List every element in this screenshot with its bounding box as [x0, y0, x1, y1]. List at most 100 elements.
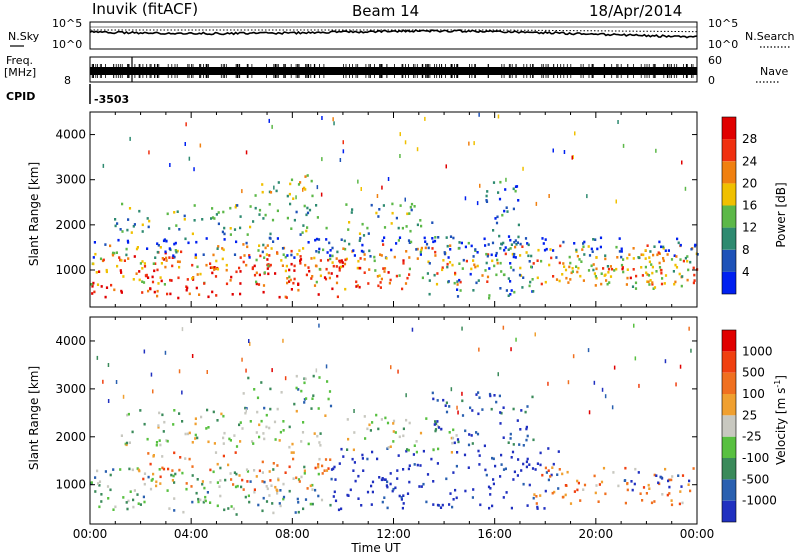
power-cell — [419, 253, 422, 256]
power-cell — [595, 256, 598, 259]
velocity-cell — [518, 443, 521, 446]
power-cell — [259, 254, 262, 258]
velocity-cell — [263, 437, 266, 441]
power-cell — [651, 265, 654, 269]
power-cell — [116, 222, 119, 225]
velocity-cell — [332, 467, 335, 471]
power-cell — [458, 278, 461, 282]
power-cell — [383, 270, 386, 273]
power-cell — [355, 280, 358, 284]
time-tick-label: 04:00 — [174, 527, 209, 541]
velocity-cell — [272, 468, 275, 471]
velocity-cell — [178, 369, 181, 374]
power-cell — [616, 256, 619, 259]
velocity-cell — [457, 410, 459, 415]
velocity-cell — [166, 489, 169, 492]
power-cell — [476, 264, 479, 268]
velocity-cell — [268, 426, 271, 430]
power-cell — [424, 246, 427, 250]
velocity-cell — [666, 493, 669, 497]
velocity-cell — [357, 497, 360, 500]
power-cell — [183, 214, 186, 218]
power-cell — [326, 251, 329, 254]
velocity-cell — [520, 469, 523, 472]
velocity-cell — [207, 426, 210, 429]
power-cell — [235, 270, 238, 274]
power-cell — [127, 218, 130, 221]
power-cell — [239, 282, 242, 285]
velocity-colorbar-swatch — [722, 372, 736, 394]
velocity-cell — [386, 447, 389, 450]
velocity-cell — [298, 480, 301, 483]
velocity-colorbar-tick: 500 — [742, 366, 765, 380]
power-cell — [265, 253, 268, 256]
velocity-cell — [258, 423, 261, 427]
velocity-ytick-label: 1000 — [55, 478, 86, 492]
power-cell — [286, 216, 289, 220]
velocity-cell — [567, 380, 570, 385]
power-cell — [421, 276, 424, 280]
power-cell — [215, 267, 218, 271]
power-cell — [678, 272, 681, 276]
velocity-cell — [512, 443, 515, 446]
velocity-cell — [400, 498, 403, 501]
velocity-cell — [448, 405, 451, 408]
velocity-cell — [263, 406, 266, 410]
power-cell — [248, 256, 251, 259]
power-cell — [222, 210, 225, 214]
velocity-cell — [692, 467, 695, 470]
velocity-cell — [432, 448, 435, 452]
power-cell — [473, 263, 476, 267]
velocity-cell — [196, 436, 199, 440]
power-cell — [592, 263, 595, 266]
power-cell — [102, 258, 105, 262]
power-cell — [496, 261, 499, 265]
power-cell — [249, 205, 252, 208]
power-cell — [387, 177, 390, 181]
velocity-cell — [310, 407, 313, 410]
velocity-cell — [162, 467, 166, 471]
power-cell — [368, 249, 371, 253]
power-cell — [535, 201, 538, 206]
power-cell — [531, 278, 534, 281]
power-cell — [338, 266, 341, 269]
velocity-cell — [98, 505, 101, 509]
power-cell — [270, 247, 273, 250]
power-cell — [308, 208, 312, 212]
power-cell — [387, 271, 390, 274]
power-cell — [121, 202, 124, 206]
velocity-cell — [392, 422, 395, 425]
velocity-cell — [274, 438, 277, 441]
power-cell — [454, 271, 457, 275]
power-cell — [461, 267, 464, 270]
power-cell — [266, 244, 269, 247]
power-cell — [305, 213, 308, 217]
velocity-cell — [478, 396, 481, 399]
power-cell — [395, 274, 398, 278]
velocity-cell — [120, 434, 123, 437]
power-cell — [405, 250, 408, 253]
velocity-cell — [385, 484, 388, 487]
power-cell — [409, 205, 412, 209]
velocity-cell — [539, 494, 542, 497]
power-cell — [281, 264, 284, 267]
velocity-cell — [502, 496, 505, 499]
power-cell — [166, 212, 169, 216]
velocity-cell — [333, 465, 336, 469]
power-cell — [498, 197, 502, 201]
velocity-cell — [206, 408, 209, 412]
velocity-cell — [383, 496, 386, 499]
power-cell — [303, 204, 306, 208]
power-cell — [416, 147, 419, 152]
velocity-cell — [181, 420, 184, 423]
velocity-cell — [642, 486, 646, 489]
velocity-cell — [171, 469, 174, 472]
power-cell — [634, 287, 638, 290]
power-cell — [293, 218, 296, 222]
velocity-cell — [234, 485, 238, 489]
velocity-cell — [583, 483, 587, 487]
power-cell — [138, 209, 141, 213]
velocity-cell — [435, 422, 438, 426]
power-cell — [408, 273, 411, 276]
power-cell — [653, 286, 657, 289]
